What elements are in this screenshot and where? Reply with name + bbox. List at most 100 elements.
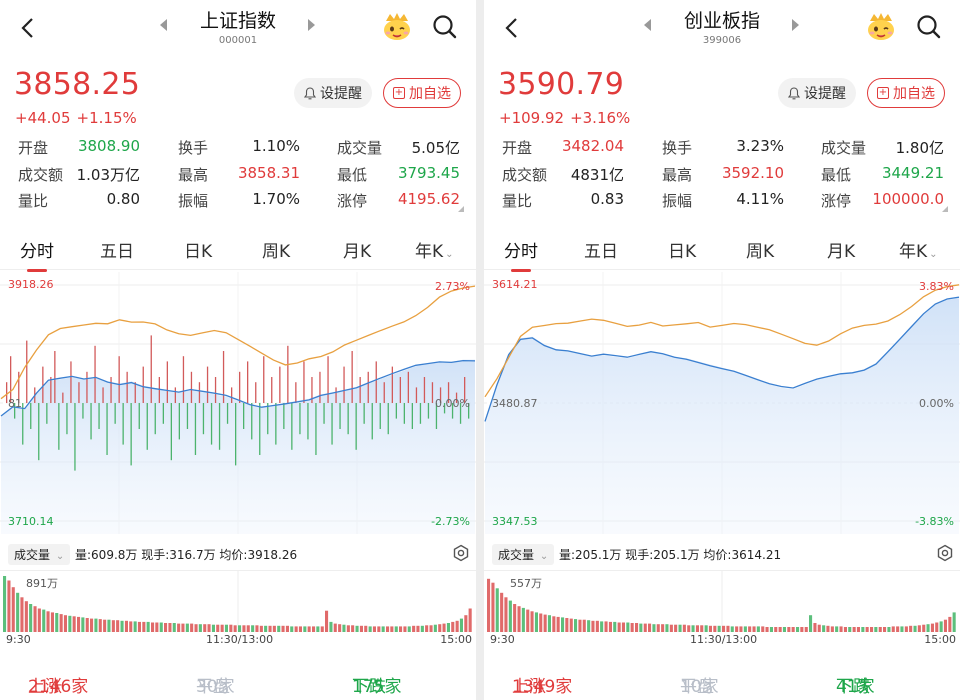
stats-row: 成交额 4831亿 最高 3592.10 最低 3449.21 [484, 161, 960, 188]
tab-2[interactable]: 日K [184, 237, 212, 262]
add-watchlist-label: 加自选 [409, 86, 451, 102]
prev-index-triangle-left-icon[interactable] [644, 19, 651, 31]
stats-grid: 开盘 3482.04 换手 3.23% 成交量 1.80亿 成交额 4831亿 最高 3592.1… [484, 134, 960, 214]
add-watchlist-button[interactable]: + 加自选 [867, 78, 945, 108]
volume-bar [442, 623, 446, 632]
imbalance-bar [54, 351, 56, 403]
volume-bar [29, 604, 33, 632]
tab-1[interactable]: 五日 [100, 237, 134, 262]
imbalance-bar [363, 403, 365, 424]
stat-label: 振幅 [662, 192, 693, 210]
imbalance-bar [371, 403, 373, 440]
imbalance-bar [295, 382, 297, 403]
volume-bar [852, 627, 856, 632]
volume-bar [682, 624, 686, 632]
volume-bar [608, 621, 612, 632]
imbalance-bar [455, 392, 458, 403]
imbalance-bar [182, 356, 185, 403]
stat-value: 5.05亿 [411, 139, 460, 157]
tab-label: 年K [899, 242, 928, 262]
volume-bar [20, 597, 24, 632]
tab-3[interactable]: 周K [262, 237, 290, 262]
volume-bar [591, 620, 595, 632]
imbalance-bar [323, 403, 325, 424]
next-index-triangle-right-icon[interactable] [792, 19, 799, 31]
market-breadth[interactable]: 上涨 1349家 平盘 10家 下跌 41家 [484, 660, 960, 697]
stat-value: 1.80亿 [895, 139, 944, 157]
tab-label: 月K [343, 242, 372, 262]
tab-0[interactable]: 分时 [504, 237, 538, 272]
chevron-down-icon: ⌄ [929, 249, 938, 260]
add-watchlist-label: 加自选 [893, 86, 935, 102]
set-alert-button[interactable]: 设提醒 [294, 78, 372, 108]
chart-tabs: 分时 五日 日K 周K 月K 年K ⌄ [484, 228, 960, 272]
expand-corner-icon[interactable] [458, 206, 464, 212]
imbalance-bar [415, 387, 418, 403]
volume-bar [695, 625, 699, 632]
add-watchlist-button[interactable]: + 加自选 [383, 78, 461, 108]
set-alert-button[interactable]: 设提醒 [778, 78, 856, 108]
price-line [484, 284, 960, 398]
tab-1[interactable]: 五日 [584, 237, 618, 262]
imbalance-bar [303, 361, 305, 403]
volume-bar [691, 625, 695, 632]
mascot-icon[interactable] [381, 11, 413, 41]
imbalance-bar [178, 403, 180, 440]
mascot-icon[interactable] [865, 11, 897, 41]
search-icon[interactable] [430, 12, 460, 42]
tab-4[interactable]: 月K [827, 237, 855, 262]
stat-label: 最低 [337, 165, 368, 184]
stat-value: 3592.10 [721, 163, 784, 182]
stat-label: 最高 [662, 165, 693, 184]
index-name: 创业板指 [683, 10, 760, 32]
intraday-chart[interactable] [484, 272, 960, 534]
imbalance-bar [42, 366, 44, 403]
search-icon[interactable] [914, 12, 944, 42]
chevron-left-icon [21, 18, 33, 38]
prev-index-triangle-left-icon[interactable] [160, 19, 167, 31]
imbalance-bar [379, 403, 381, 429]
volume-bar [587, 620, 591, 632]
imbalance-bar [170, 403, 172, 461]
next-index-triangle-right-icon[interactable] [308, 19, 315, 31]
volume-bar [839, 626, 843, 632]
volume-bar [826, 625, 830, 632]
intraday-chart[interactable] [0, 272, 476, 534]
imbalance-bar [423, 377, 426, 403]
tab-label: 分时 [20, 242, 54, 262]
volume-bar [124, 620, 128, 632]
volume-bar [55, 613, 59, 632]
imbalance-bar [235, 403, 237, 466]
volume-max-label: 891万 [26, 577, 58, 590]
volume-bar [111, 620, 115, 632]
volume-chart[interactable] [0, 570, 476, 646]
imbalance-bar [291, 403, 293, 450]
tab-0[interactable]: 分时 [20, 237, 54, 272]
volume-bar [865, 627, 869, 632]
back-button[interactable] [10, 10, 46, 46]
indicator-selector[interactable]: 成交量 ⌄ [492, 544, 555, 565]
settings-icon[interactable] [452, 544, 470, 562]
volume-bar [394, 626, 398, 632]
volume-bar [368, 626, 372, 632]
imbalance-bar [202, 403, 205, 435]
expand-corner-icon[interactable] [942, 206, 948, 212]
volume-bar [63, 615, 67, 632]
set-alert-label: 设提醒 [320, 86, 362, 102]
market-breadth[interactable]: 上涨 2146家 平盘 30家 下跌 175家 [0, 660, 476, 697]
tab-4[interactable]: 月K [343, 237, 371, 262]
back-button[interactable] [494, 10, 530, 46]
settings-icon[interactable] [936, 544, 954, 562]
tab-3[interactable]: 周K [746, 237, 774, 262]
tab-2[interactable]: 日K [668, 237, 696, 262]
volume-bar [517, 606, 521, 632]
time-label-open: 9:30 [6, 633, 31, 646]
volume-chart[interactable] [484, 570, 960, 646]
volume-bar [830, 626, 834, 632]
indicator-selector[interactable]: 成交量 ⌄ [8, 544, 71, 565]
time-label-close: 15:00 [440, 633, 472, 646]
tab-5[interactable]: 年K ⌄ [415, 237, 454, 262]
flat-label: 平盘 [196, 677, 230, 697]
volume-bar [652, 624, 656, 632]
tab-5[interactable]: 年K ⌄ [899, 237, 938, 262]
